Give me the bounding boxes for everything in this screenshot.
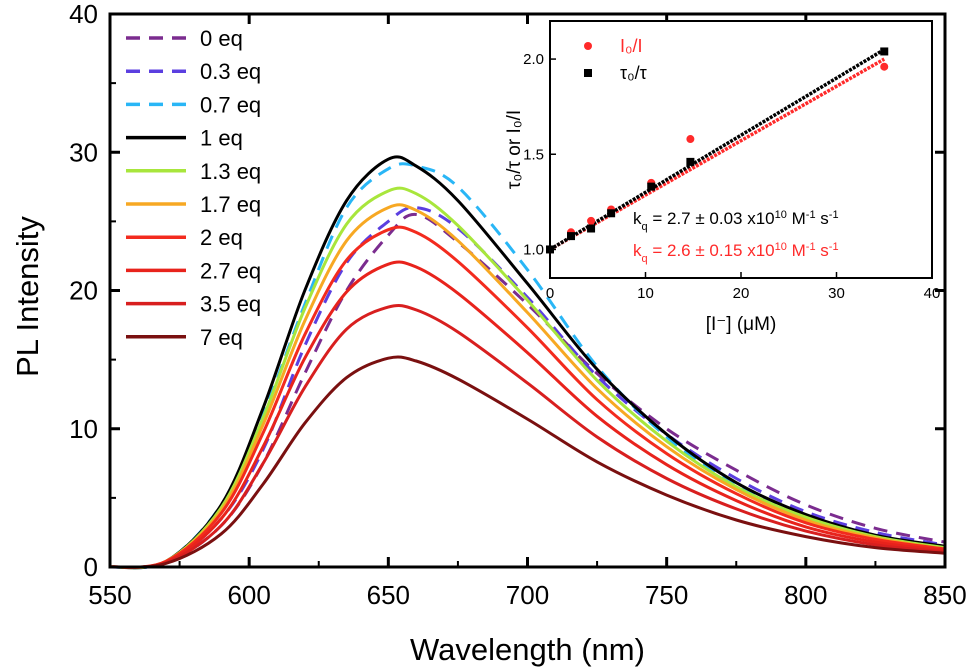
inset-y-axis-title: τ₀/τ or I₀/I (504, 110, 525, 189)
series-line-2-eq (109, 225, 946, 569)
inset-point-square (567, 232, 576, 241)
x-tick-label: 750 (645, 580, 688, 610)
inset-point-circle (587, 216, 596, 225)
inset-legend-label: τ₀/τ (620, 63, 647, 83)
legend-label: 0 eq (200, 26, 243, 51)
inset-legend: I₀/I τ₀/τ (584, 36, 647, 83)
series-line-0.7-eq (109, 162, 946, 570)
inset-annotation-red: kq​ = 2.6 ± 0.15 x1010​ M-1​ s-1​ (633, 241, 839, 265)
x-tick-label: 650 (367, 580, 410, 610)
inset-x-axis-title: [I⁻] (μM) (706, 314, 777, 335)
y-tick-label: 0 (84, 552, 98, 582)
inset-point-square (686, 157, 695, 166)
inset-legend-circle (584, 42, 592, 50)
legend-label: 3.5 eq (200, 292, 261, 317)
legend-label: 7 eq (200, 325, 243, 350)
x-tick-label: 800 (784, 580, 827, 610)
series-line-1.7-eq (109, 203, 946, 569)
series-line-1-eq (109, 155, 946, 570)
inset-x-tick-label: 0 (546, 285, 554, 302)
y-tick-label: 40 (69, 0, 98, 29)
legend-label: 1 eq (200, 126, 243, 151)
y-tick-label: 20 (69, 276, 98, 306)
inset-x-tick-label: 20 (733, 285, 750, 302)
inset-y-tick-label: 1.5 (523, 146, 544, 163)
inset-fit-line-1 (549, 48, 886, 251)
inset-plot-frame (549, 20, 933, 279)
inset-point-square (607, 209, 616, 218)
inset-point-circle (686, 135, 695, 144)
legend-label: 1.7 eq (200, 192, 261, 217)
inset-legend-label: I₀/I (620, 36, 642, 56)
y-tick-label: 30 (69, 137, 98, 167)
legend-label: 2 eq (200, 225, 243, 250)
inset-point-square (880, 47, 889, 56)
inset-point-square (587, 224, 596, 233)
legend-label: 2.7 eq (200, 258, 261, 283)
main-legend: 0 eq 0.3 eq 0.7 eq 1 eq 1.3 eq 1.7 eq 2 eq 2.7 … (126, 26, 261, 350)
x-axis-title: Wavelength (nm) (410, 632, 645, 667)
legend-label: 1.3 eq (200, 159, 261, 184)
inset-y-tick-label: 1.0 (523, 241, 544, 258)
inset-annotation-black: kq​ = 2.7 ± 0.03 x1010​ M-1​ s-1​ (633, 209, 839, 233)
x-tick-label: 700 (506, 580, 549, 610)
x-tick-label: 550 (88, 580, 131, 610)
inset-point-circle (880, 62, 889, 71)
inset-legend-square (584, 69, 592, 77)
series-line-7-eq (109, 355, 946, 569)
inset-chart: 0 10 20 30 40 1.0 1.5 2.0 [I⁻] (μM) τ₀/τ or I₀/I I… (504, 20, 941, 335)
x-tick-label: 850 (923, 580, 966, 610)
x-tick-label: 600 (227, 580, 270, 610)
y-tick-label: 10 (69, 414, 98, 444)
series-line-0.3-eq (109, 205, 946, 570)
inset-x-tick-label: 10 (637, 285, 654, 302)
inset-x-tick-label: 30 (828, 285, 845, 302)
main-chart: 550 600 650 700 750 800 850 0 10 20 30 40 Wavelength… (10, 0, 967, 667)
inset-x-tick-label: 40 (924, 285, 941, 302)
series-line-1.3-eq (109, 186, 946, 570)
inset-point-square (647, 182, 656, 191)
y-axis-title: PL Intensity (10, 216, 45, 377)
series-line-2.7-eq (109, 260, 946, 569)
main-series-group (109, 155, 946, 570)
inset-y-tick-label: 2.0 (523, 51, 544, 68)
legend-label: 0.7 eq (200, 92, 261, 117)
series-line-3.5-eq (109, 303, 946, 569)
legend-label: 0.3 eq (200, 59, 261, 84)
